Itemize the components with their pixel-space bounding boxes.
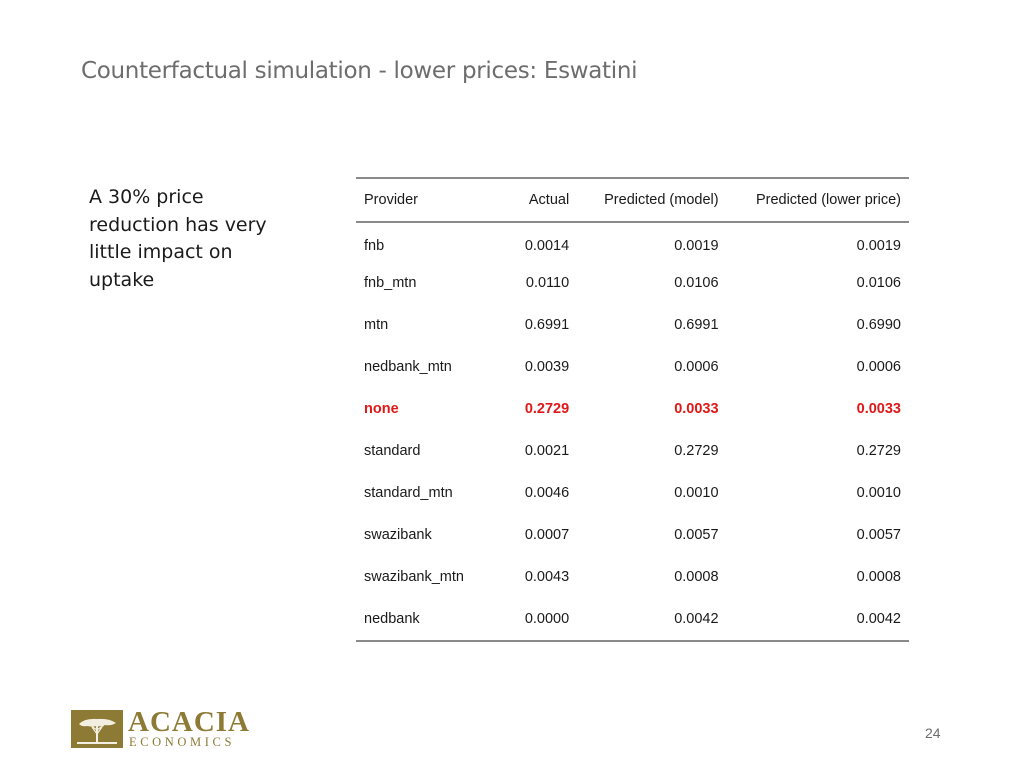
cell-predicted-lower: 0.2729	[856, 443, 901, 459]
cell-provider: mtn	[364, 317, 389, 333]
table-row: standard_mtn 0.0046 0.0010 0.0010	[356, 472, 909, 514]
cell-actual: 0.0014	[524, 238, 570, 254]
cell-provider: swazibank	[364, 527, 432, 543]
table-row: fnb 0.0014 0.0019 0.0019	[356, 222, 909, 262]
cell-actual: 0.6991	[524, 317, 570, 333]
header-predicted-model: Predicted (model)	[604, 192, 719, 208]
cell-actual: 0.0007	[524, 527, 570, 543]
cell-predicted-model: 0.0106	[674, 275, 719, 291]
page-number: 24	[925, 725, 941, 741]
cell-predicted-lower: 0.0010	[856, 485, 901, 501]
logo-subtitle: ECONOMICS	[129, 735, 236, 749]
cell-actual: 0.0021	[524, 443, 570, 459]
cell-predicted-lower: 0.0106	[856, 275, 901, 291]
table-row: nedbank_mtn 0.0039 0.0006 0.0006	[356, 346, 909, 388]
company-logo: ACACIA ECONOMICS	[71, 706, 249, 749]
cell-actual: 0.0046	[524, 485, 570, 501]
cell-provider: nedbank	[364, 611, 420, 627]
cell-provider: none	[364, 401, 399, 417]
cell-actual: 0.0000	[524, 611, 570, 627]
results-table: Provider Actual Predicted (model) Predic…	[356, 177, 909, 642]
cell-predicted-model: 0.6991	[674, 317, 719, 333]
cell-predicted-lower: 0.0033	[856, 401, 901, 417]
cell-actual: 0.0110	[525, 275, 570, 291]
table-row: swazibank_mtn 0.0043 0.0008 0.0008	[356, 556, 909, 598]
results-table-container: Provider Actual Predicted (model) Predic…	[356, 177, 909, 642]
header-actual: Actual	[528, 192, 570, 208]
cell-provider: fnb_mtn	[364, 275, 417, 291]
header-predicted-lower-price: Predicted (lower price)	[755, 192, 901, 208]
cell-provider: standard	[364, 443, 421, 459]
summary-text: A 30% price reduction has very little im…	[89, 186, 267, 291]
cell-provider: swazibank_mtn	[364, 569, 464, 585]
cell-predicted-lower: 0.0057	[856, 527, 901, 543]
table-row: standard 0.0021 0.2729 0.2729	[356, 430, 909, 472]
cell-predicted-model: 0.0042	[674, 611, 719, 627]
acacia-tree-icon	[71, 710, 123, 748]
table-row: mtn 0.6991 0.6991 0.6990	[356, 304, 909, 346]
cell-predicted-lower: 0.6990	[856, 317, 901, 333]
cell-predicted-model: 0.0006	[674, 359, 719, 375]
logo-name: ACACIA	[128, 706, 250, 738]
cell-provider: fnb	[364, 238, 385, 254]
cell-predicted-lower: 0.0008	[856, 569, 901, 585]
cell-predicted-model: 0.0008	[674, 569, 719, 585]
table-row-highlighted: none 0.2729 0.0033 0.0033	[356, 388, 909, 430]
table-row: nedbank 0.0000 0.0042 0.0042	[356, 598, 909, 641]
cell-predicted-model: 0.0057	[674, 527, 719, 543]
cell-predicted-lower: 0.0042	[856, 611, 901, 627]
cell-predicted-lower: 0.0006	[856, 359, 901, 375]
page-title: Counterfactual simulation - lower prices…	[81, 58, 638, 84]
cell-provider: standard_mtn	[364, 485, 453, 501]
cell-predicted-model: 0.0019	[674, 238, 719, 254]
cell-predicted-model: 0.0010	[674, 485, 719, 501]
cell-predicted-model: 0.0033	[674, 401, 719, 417]
table-row: fnb_mtn 0.0110 0.0106 0.0106	[356, 262, 909, 304]
cell-predicted-lower: 0.0019	[856, 238, 901, 254]
header-provider: Provider	[364, 192, 418, 208]
table-row: swazibank 0.0007 0.0057 0.0057	[356, 514, 909, 556]
cell-provider: nedbank_mtn	[364, 359, 452, 375]
cell-actual: 0.2729	[524, 401, 570, 417]
cell-actual: 0.0039	[524, 359, 570, 375]
cell-actual: 0.0043	[524, 569, 570, 585]
acacia-tree-graphic	[71, 710, 123, 748]
cell-predicted-model: 0.2729	[674, 443, 719, 459]
table-header-row: Provider Actual Predicted (model) Predic…	[356, 178, 909, 222]
